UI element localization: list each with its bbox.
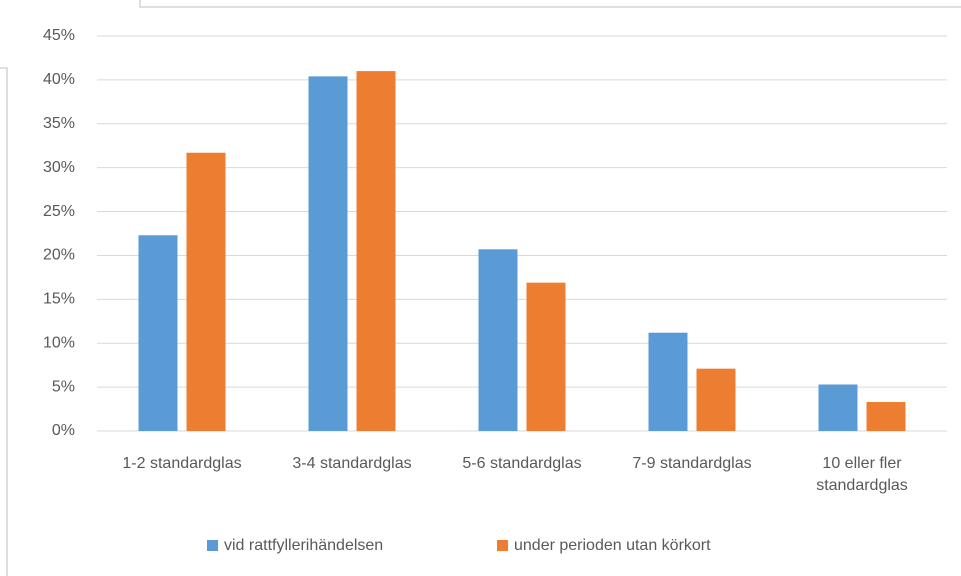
y-tick-label: 10% [43, 334, 75, 351]
bar [478, 249, 518, 431]
y-tick-label: 25% [43, 203, 75, 220]
y-tick-label: 5% [52, 378, 75, 395]
x-tick-label: 10 eller fler standardglas [816, 455, 908, 494]
legend-swatch [497, 540, 508, 551]
y-tick-label: 15% [43, 291, 75, 308]
bar [696, 368, 736, 431]
bar [526, 282, 566, 431]
frame [139, 0, 961, 8]
legend-label: under perioden utan körkort [514, 537, 711, 554]
y-tick-label: 30% [43, 159, 75, 176]
y-tick-label: 35% [43, 115, 75, 132]
bar [648, 332, 688, 431]
x-tick-label: 7-9 standardglas [632, 455, 752, 472]
bar [186, 152, 226, 431]
legend-label: vid rattfyllerihändelsen [224, 537, 383, 554]
y-tick-label: 20% [43, 247, 75, 264]
legend-swatch [207, 540, 218, 551]
y-tick-label: 0% [52, 422, 75, 439]
bar [356, 71, 396, 431]
y-tick-label: 45% [43, 27, 75, 44]
bar [308, 76, 348, 431]
frame [0, 67, 8, 576]
y-tick-label: 40% [43, 71, 75, 88]
x-tick-label: 1-2 standardglas [122, 455, 242, 472]
bar [138, 235, 178, 431]
bar [866, 402, 906, 431]
bar [818, 384, 858, 431]
x-tick-label: 5-6 standardglas [462, 455, 582, 472]
x-tick-label: 3-4 standardglas [292, 455, 412, 472]
